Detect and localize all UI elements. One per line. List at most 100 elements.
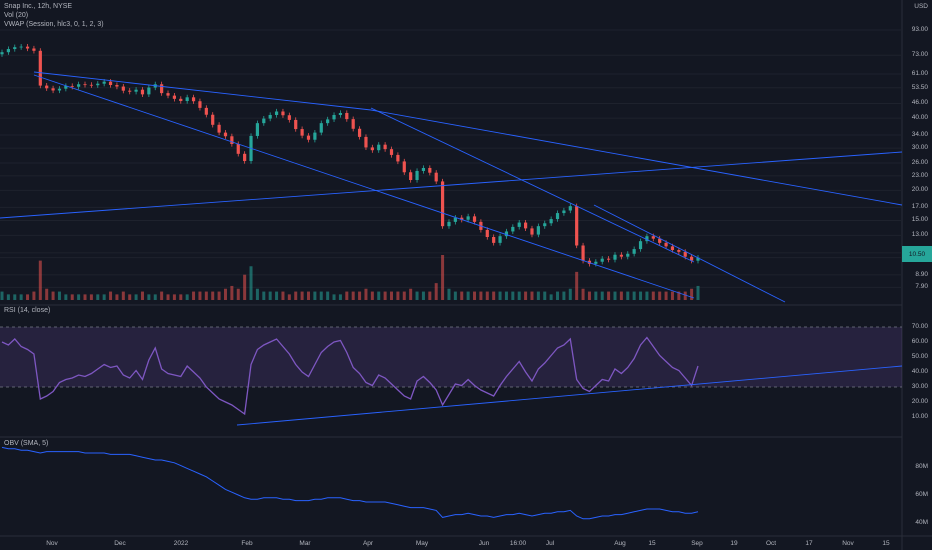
candle-body	[383, 144, 387, 150]
last-price-badge: 10.50	[902, 246, 932, 262]
candle-body	[115, 85, 119, 87]
candle-body	[83, 84, 87, 86]
volume-bar	[549, 294, 553, 300]
volume-bar	[121, 291, 125, 300]
obv-line	[1, 446, 699, 520]
candle-body	[402, 161, 406, 173]
candle-body	[338, 112, 343, 115]
rsi-tick-label: 70.00	[911, 323, 928, 330]
time-tick-label: 15	[648, 540, 656, 547]
candle-body	[523, 222, 528, 229]
volume-bar	[230, 285, 234, 300]
volume-bar	[236, 288, 240, 300]
volume-bar	[134, 294, 138, 300]
volume-bar	[364, 288, 368, 300]
candle-body	[287, 115, 291, 120]
vwap-legend[interactable]: VWAP (Session, hlc3, 0, 1, 2, 3)	[4, 21, 104, 28]
price-tick-label: 20.00	[911, 186, 928, 194]
volume-bar	[217, 291, 221, 300]
volume-bar	[255, 288, 259, 300]
candle-body	[581, 245, 585, 261]
time-tick-label: 17	[805, 540, 813, 547]
candle-body	[57, 88, 62, 91]
candle-body	[128, 90, 132, 92]
candle-body	[108, 81, 113, 86]
volume-bar	[326, 291, 330, 300]
volume-bar	[658, 291, 662, 300]
candle-body	[575, 206, 579, 246]
time-tick-label: Aug	[614, 540, 626, 547]
time-tick-label: 15	[882, 540, 890, 547]
candle-body	[172, 95, 177, 99]
volume-bar	[153, 294, 157, 300]
volume-bar	[223, 288, 227, 300]
candle-body	[658, 238, 662, 243]
trend-line	[33, 74, 695, 299]
volume-bar	[51, 291, 55, 300]
volume-bar	[26, 294, 30, 300]
volume-bar	[166, 294, 170, 300]
time-tick-label: Apr	[362, 540, 374, 547]
candle-body	[204, 107, 208, 115]
candle-body	[198, 101, 202, 108]
price-tick-label: 30.00	[911, 144, 928, 152]
volume-bar	[249, 266, 253, 300]
volume-bar	[377, 291, 381, 300]
candle-body	[319, 123, 323, 133]
volume-bar	[160, 291, 164, 300]
volume-bar	[683, 291, 687, 300]
candle-body	[670, 246, 675, 251]
volume-bar	[594, 291, 598, 300]
price-tick-label: 23.00	[911, 171, 928, 179]
candle-body	[415, 170, 419, 180]
candle-body	[6, 49, 10, 53]
volume-bar	[466, 291, 470, 300]
symbol-title[interactable]: Snap Inc., 12h, NYSE	[4, 3, 73, 10]
candle-body	[453, 217, 457, 222]
volume-bar	[645, 291, 649, 300]
volume-bar	[575, 271, 579, 300]
volume-bar	[32, 291, 36, 300]
candle-body	[364, 136, 368, 148]
candle-body	[38, 50, 42, 86]
candle-body	[134, 89, 138, 92]
price-tick-label: 7.90	[915, 283, 928, 291]
candle-body	[549, 219, 553, 224]
volume-bar	[243, 274, 247, 300]
obv-legend[interactable]: OBV (SMA, 5)	[4, 440, 49, 447]
volume-bar	[351, 291, 355, 300]
volume-bar	[600, 291, 604, 300]
time-tick-label: Nov	[842, 540, 854, 547]
volume-bar	[358, 291, 362, 300]
candle-body	[434, 172, 438, 182]
volume-bar	[402, 291, 406, 300]
candle-body	[555, 213, 560, 220]
volume-bar	[211, 291, 215, 300]
trend-line	[370, 107, 695, 263]
volume-bar	[415, 291, 419, 300]
candle-body	[13, 47, 17, 50]
time-tick-label: 16:00	[509, 540, 527, 547]
volume-bar	[294, 291, 298, 300]
obv-tick-label: 40M	[915, 519, 928, 526]
volume-legend[interactable]: Vol (20)	[4, 12, 29, 19]
volume-bar	[473, 291, 477, 300]
volume-bar	[109, 291, 113, 300]
time-tick-label: Oct	[765, 540, 777, 547]
volume-bar	[115, 294, 119, 300]
rsi-legend[interactable]: RSI (14, close)	[4, 307, 51, 314]
candle-body	[472, 216, 477, 222]
candle-body	[300, 129, 304, 136]
candle-body	[211, 114, 215, 125]
candle-body	[568, 206, 572, 211]
candle-body	[19, 46, 23, 48]
candle-body	[166, 93, 170, 96]
volume-bar	[140, 291, 144, 300]
candle-body	[421, 167, 426, 171]
candle-body	[428, 167, 432, 173]
rsi-tick-label: 30.00	[911, 383, 928, 390]
candle-body	[511, 226, 515, 232]
candle-body	[447, 221, 451, 227]
volume-bar	[185, 294, 189, 300]
